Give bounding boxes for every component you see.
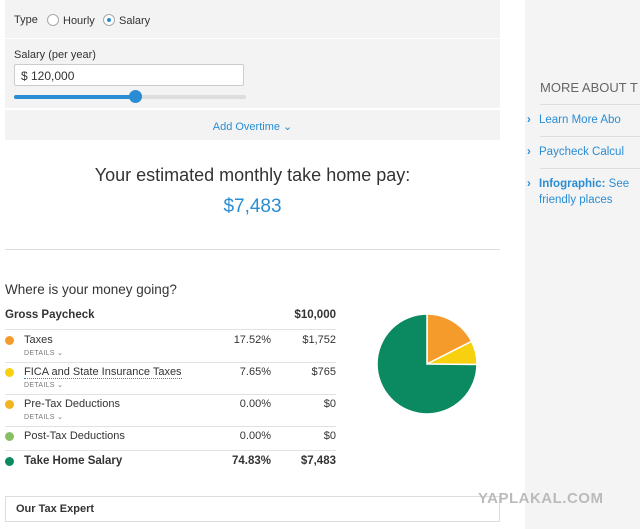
- legend-dot: [5, 432, 14, 441]
- row-label: Post-Tax Deductions: [24, 430, 125, 442]
- details-toggle[interactable]: DETAILS ⌄: [24, 350, 64, 357]
- salary-input[interactable]: $ 120,000: [14, 64, 244, 86]
- slider-fill: [14, 95, 136, 99]
- add-overtime[interactable]: Add Overtime ⌄: [212, 121, 293, 133]
- legend-dot: [5, 368, 14, 377]
- row-percent: 0.00%: [239, 398, 271, 410]
- row-percent: 74.83%: [231, 455, 271, 467]
- breakdown-row: Pre-Tax Deductions DETAILS ⌄ 0.00% $0: [5, 394, 336, 427]
- sidebar-link[interactable]: Paycheck Calcul: [527, 144, 640, 160]
- gross-amount: $10,000: [294, 309, 336, 321]
- row-percent: 0.00%: [239, 430, 271, 442]
- row-percent: 7.65%: [239, 366, 271, 378]
- breakdown-heading: Where is your money going?: [5, 282, 177, 297]
- sidebar: MORE ABOUT T Learn More Abo Paycheck Cal…: [525, 0, 640, 529]
- details-text: DETAILS: [24, 382, 55, 389]
- watermark: YAPLAKAL.COM: [478, 490, 604, 507]
- row-label: Taxes: [24, 334, 53, 346]
- breakdown-row: FICA and State Insurance Taxes DETAILS ⌄ 7…: [5, 362, 336, 395]
- row-amount: $765: [311, 366, 336, 378]
- details-toggle[interactable]: DETAILS ⌄: [24, 414, 64, 421]
- row-amount: $1,752: [302, 334, 336, 346]
- pie-slice: [376, 313, 478, 415]
- gross-row: Gross Paycheck $10,000: [5, 309, 336, 330]
- row-percent: 17.52%: [233, 334, 271, 346]
- link-bold: Infographic:: [539, 178, 606, 190]
- breakdown-row: Post-Tax Deductions 0.00% $0: [5, 426, 336, 451]
- result-amount: $7,483: [223, 196, 282, 217]
- breakdown-row: Taxes DETAILS ⌄ 17.52% $1,752: [5, 330, 336, 363]
- details-toggle[interactable]: DETAILS ⌄: [24, 382, 64, 389]
- legend-dot: [5, 336, 14, 345]
- radio-label: Hourly: [63, 15, 95, 27]
- legend-dot: [5, 457, 14, 466]
- link-text: Add Overtime: [212, 121, 280, 133]
- row-label: Take Home Salary: [24, 455, 123, 467]
- row-label: Pre-Tax Deductions: [24, 398, 120, 410]
- sidebar-heading: MORE ABOUT T: [540, 80, 638, 95]
- slider-thumb[interactable]: [129, 90, 142, 103]
- sidebar-link[interactable]: Learn More Abo: [527, 112, 640, 128]
- radio-hourly[interactable]: Hourly: [47, 14, 95, 27]
- row-amount: $0: [323, 430, 336, 442]
- row-amount: $0: [323, 398, 336, 410]
- details-text: DETAILS: [24, 350, 55, 357]
- pie-chart: [376, 313, 478, 415]
- breakdown-row: Take Home Salary 74.83% $7,483: [5, 450, 336, 474]
- salary-label: Salary (per year): [14, 49, 96, 61]
- type-label: Type: [14, 14, 38, 26]
- radio-label: Salary: [119, 15, 151, 27]
- row-label: FICA and State Insurance Taxes: [24, 366, 182, 379]
- row-amount: $7,483: [300, 455, 336, 467]
- tax-expert[interactable]: Our Tax Expert: [5, 496, 500, 522]
- legend-dot: [5, 400, 14, 409]
- gross-label: Gross Paycheck: [5, 309, 95, 321]
- link-text: See friendly places: [539, 178, 630, 206]
- result-heading: Your estimated monthly take home pay:: [94, 165, 411, 185]
- radio-salary[interactable]: Salary: [103, 14, 150, 27]
- sidebar-link[interactable]: Infographic: See friendly places: [527, 176, 640, 208]
- details-text: DETAILS: [24, 414, 55, 421]
- pie-slice: [426, 313, 473, 366]
